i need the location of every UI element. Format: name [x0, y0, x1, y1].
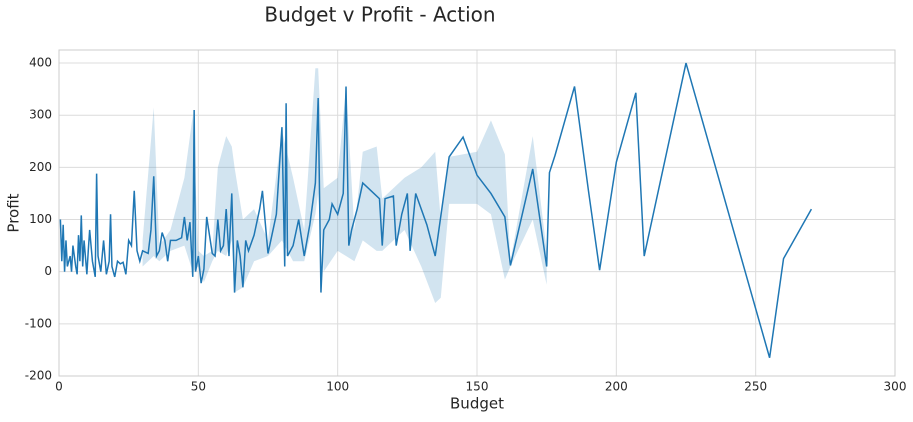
y-tick-label: 100	[29, 212, 52, 226]
x-tick-label: 50	[191, 380, 206, 394]
y-tick-label: 0	[44, 264, 52, 278]
y-tick-label: 300	[29, 108, 52, 122]
line	[59, 62, 813, 358]
x-tick-label: 250	[744, 380, 767, 394]
x-tick-label: 100	[326, 380, 349, 394]
y-tick-label: 200	[29, 160, 52, 174]
x-tick-label: 0	[55, 380, 63, 394]
x-tick-label: 150	[466, 380, 489, 394]
y-tick-label: -100	[25, 316, 52, 330]
x-tick-label: 300	[884, 380, 907, 394]
x-tick-label: 200	[605, 380, 628, 394]
plot-frame	[58, 49, 896, 377]
y-axis-label: Profit	[5, 193, 23, 232]
chart-title: Budget v Profit - Action	[264, 3, 495, 27]
y-tick-label: 400	[29, 56, 52, 70]
x-axis-label: Budget	[450, 395, 504, 413]
y-tick-label: -200	[25, 369, 52, 383]
confidence-band	[142, 68, 547, 303]
